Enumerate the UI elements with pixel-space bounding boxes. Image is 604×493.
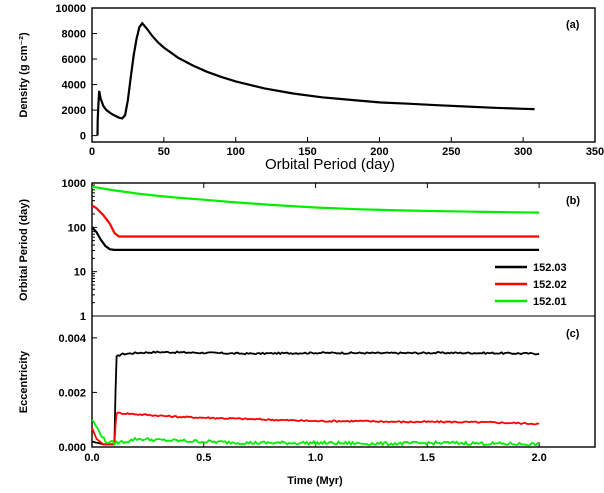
panel-a-xtick-label: 350: [586, 146, 604, 158]
panel-b-tag: (b): [566, 195, 580, 207]
panel-b-ytick-label: 1000: [62, 178, 86, 190]
panel-a-ytick-label: 2000: [62, 105, 86, 117]
panel-c-xtick-label: 1.5: [420, 452, 435, 464]
panel-c-ylabel: Eccentricity: [18, 350, 30, 413]
panel-b-ytick-label: 100: [68, 222, 86, 234]
panel-a-ytick-label: 0: [80, 131, 86, 143]
panel-b-series-152-03: [91, 226, 540, 251]
panel-a-tag: (a): [566, 19, 580, 31]
panel-c-series-152-02: [91, 411, 540, 446]
panel-c-ytick-label: 0.004: [58, 333, 86, 345]
panel-c-xtick-label: 0.5: [196, 452, 211, 464]
legend-label-152-03: 152.03: [533, 262, 567, 274]
panel-c-series-152-03: [91, 350, 540, 446]
panel-c-ytick-label: 0.000: [58, 442, 86, 454]
panel-a-xlabel: Orbital Period (day): [265, 156, 395, 173]
panel-a-xtick-label: 100: [227, 146, 245, 158]
legend-label-152-02: 152.02: [533, 279, 567, 291]
panel-b-ytick-label: 10: [74, 267, 86, 279]
panel-a-ytick-label: 4000: [62, 80, 86, 92]
panel-a-xtick-label: 150: [298, 146, 316, 158]
legend: 152.03 152.02 152.01: [495, 262, 567, 308]
panel-a-ytick-label: 6000: [62, 54, 86, 66]
panel-a-ytick-label: 8000: [62, 29, 86, 41]
panel-a-xtick-label: 250: [442, 146, 460, 158]
panel-a-density-line: [96, 21, 535, 136]
panel-bc-frame: [91, 182, 596, 448]
panel-c-xtick-label: 2.0: [531, 452, 546, 464]
panel-a-xtick-label: 300: [514, 146, 532, 158]
panel-c-xtick-label: 0.0: [84, 452, 99, 464]
panel-a-ytick-label: 10000: [55, 3, 86, 15]
panel-a-xtick-label: 50: [158, 146, 170, 158]
panel-a-xtick-label: 200: [370, 146, 388, 158]
panel-a-xtick-label: 0: [89, 146, 95, 158]
panel-b-ylabel: Orbital Period (day): [18, 199, 30, 301]
panel-a-frame: [91, 7, 596, 143]
panel-c-ytick-label: 0.002: [58, 387, 86, 399]
panel-b-series-152-01: [91, 185, 540, 214]
panel-c-series-152-01: [91, 419, 540, 448]
panel-b-ytick-label: 1: [80, 311, 86, 323]
panel-b-series-152-02: [91, 204, 540, 238]
panel-c-xlabel: Time (Myr): [287, 475, 343, 487]
panel-c-xtick-label: 1.0: [308, 452, 323, 464]
legend-label-152-01: 152.01: [533, 296, 567, 308]
panel-c-tag: (c): [566, 328, 580, 340]
panel-a-ylabel: Density (g cm⁻²): [18, 32, 30, 118]
